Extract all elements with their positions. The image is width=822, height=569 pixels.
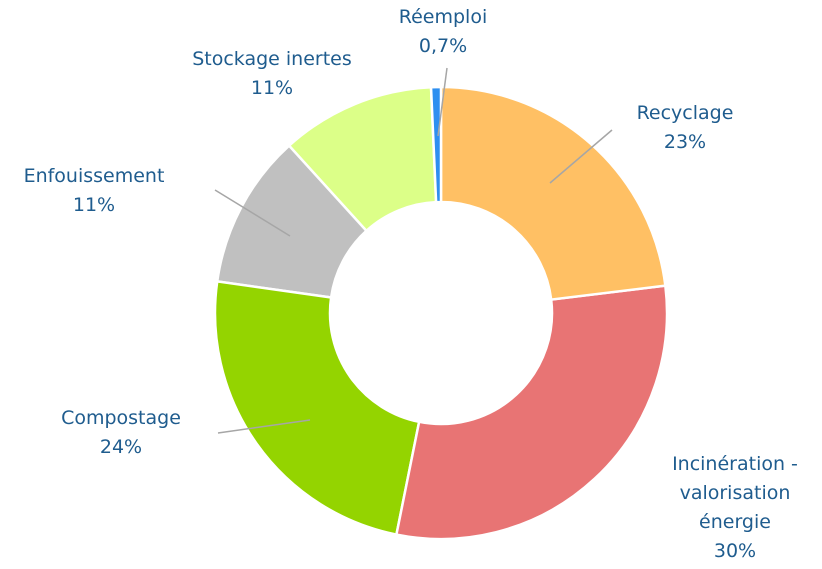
data-label: Stockage inertes 11% [152, 45, 392, 103]
leader-line [437, 67, 448, 137]
value-label: 23% [663, 131, 707, 153]
donut-slice [439, 85, 667, 301]
category-label: Réemploi [398, 6, 488, 28]
data-label: Recyclage 23% [585, 99, 785, 157]
value-label: 0,7% [418, 35, 468, 57]
value-label: 11% [250, 77, 294, 99]
donut-slice [394, 284, 669, 541]
data-label: Compostage 24% [11, 404, 231, 462]
donut-slice [213, 280, 421, 537]
data-label: Incinération - valorisation énergie 30% [655, 450, 815, 566]
value-label: 11% [72, 194, 116, 216]
category-label: Recyclage [636, 102, 734, 124]
leader-line [549, 129, 613, 184]
category-label: Compostage [61, 407, 181, 429]
category-label: Stockage inertes [192, 48, 352, 70]
value-label: 24% [99, 436, 143, 458]
leader-line [214, 189, 291, 237]
leader-lines [214, 67, 613, 434]
data-label: Réemploi 0,7% [343, 3, 543, 61]
donut-slice [215, 143, 369, 299]
category-label: Incinération - valorisation énergie [672, 453, 798, 533]
data-label: Enfouissement 11% [0, 162, 204, 220]
value-label: 30% [713, 540, 757, 562]
donut-slice [429, 85, 443, 204]
leader-line [217, 419, 311, 434]
category-label: Enfouissement [23, 165, 165, 187]
